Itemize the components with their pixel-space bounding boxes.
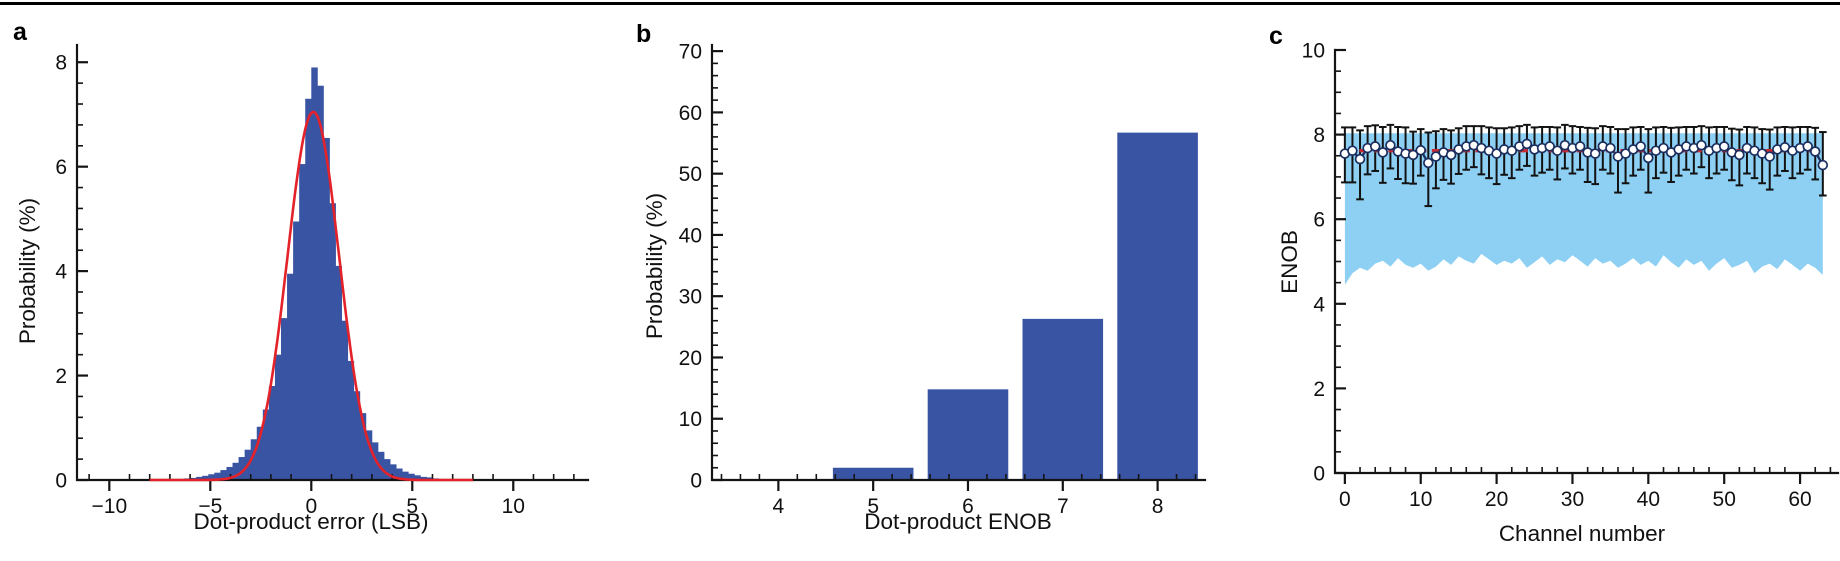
panel-c-ylabel: ENOB [1277,230,1302,294]
y-tick-label: 2 [55,365,67,388]
x-tick-label: 8 [1152,495,1164,518]
y-tick-label: 0 [55,470,67,493]
x-tick-label: 0 [305,495,317,518]
x-tick-label: 0 [1339,488,1351,511]
top-rule [0,2,1840,5]
x-tick-label: 5 [406,495,418,518]
axes-panel-b: 4 5 6 7 8 0 10 20 30 40 50 60 70 [679,41,1207,518]
panel-a-histogram-bars [177,67,445,481]
y-tick-label: 40 [679,224,702,247]
x-tick-label: 30 [1561,488,1584,511]
x-tick-label: 10 [502,495,525,518]
y-tick-label: 60 [679,102,702,125]
x-tick-label: 20 [1485,488,1508,511]
panel-a-ylabel: Probability (%) [15,197,40,345]
x-tick-label: 40 [1637,488,1660,511]
panel-a-gaussian-fit-curve [149,110,473,482]
x-tick-label: 5 [867,495,879,518]
panel-b-ylabel: Probability (%) [642,192,667,340]
y-tick-label: 10 [679,408,702,431]
y-tick-label: 4 [55,261,67,284]
y-tick-label: 70 [679,41,702,64]
y-tick-label: 4 [1313,293,1325,316]
y-tick-label: 0 [690,470,702,493]
x-tick-label: −10 [92,495,128,518]
x-tick-label: 7 [1057,495,1069,518]
x-tick-label: 50 [1713,488,1736,511]
x-tick-label: 60 [1788,488,1811,511]
x-tick-label: −5 [198,495,222,518]
y-tick-label: 10 [1302,40,1325,63]
panel-b-bars [832,132,1198,480]
panel-c-xlabel: Channel number [1498,521,1666,546]
y-tick-label: 0 [1313,463,1325,486]
y-tick-label: 50 [679,163,702,186]
panel-c-minmax-band [1344,133,1823,285]
panel-a-xlabel: Dot-product error (LSB) [193,509,429,534]
y-tick-label: 2 [1313,378,1325,401]
panel-c-markers [1339,138,1829,171]
x-tick-label: 4 [773,495,785,518]
panel-c-letter: c [1269,22,1283,50]
x-tick-label: 6 [962,495,974,518]
y-tick-label: 6 [55,156,67,179]
panel-a-letter: a [13,18,27,46]
y-tick-label: 30 [679,286,702,309]
panel-b-xlabel: Dot-product ENOB [864,509,1052,534]
axes-panel-c: 0 10 20 30 40 50 60 0 2 4 6 8 10 [1302,40,1840,511]
y-tick-label: 8 [55,52,67,75]
panel-b-letter: b [636,20,652,48]
y-tick-label: 8 [1313,124,1325,147]
y-tick-label: 20 [679,347,702,370]
x-tick-label: 10 [1409,488,1432,511]
y-tick-label: 6 [1313,209,1325,232]
